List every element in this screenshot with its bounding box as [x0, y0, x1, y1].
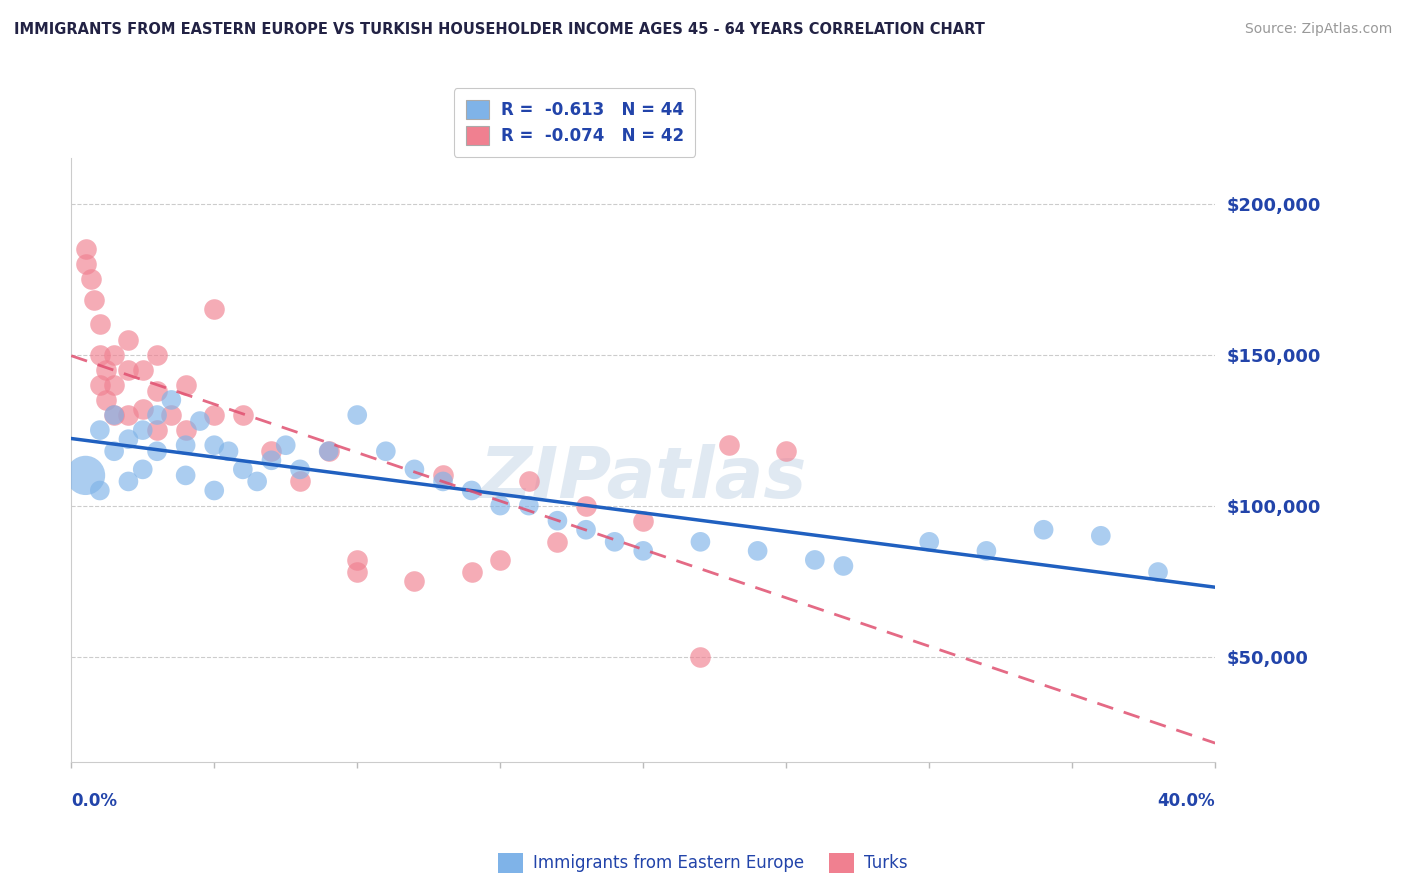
- Point: [232, 408, 254, 422]
- Point: [346, 553, 368, 567]
- Point: [804, 553, 827, 567]
- Point: [83, 293, 105, 308]
- Point: [346, 565, 368, 579]
- Point: [94, 392, 117, 407]
- Point: [117, 432, 139, 446]
- Point: [432, 475, 454, 489]
- Point: [103, 377, 125, 392]
- Text: Source: ZipAtlas.com: Source: ZipAtlas.com: [1244, 22, 1392, 37]
- Point: [160, 392, 183, 407]
- Point: [404, 574, 426, 588]
- Point: [460, 565, 482, 579]
- Point: [274, 438, 297, 452]
- Point: [202, 483, 225, 498]
- Point: [517, 499, 540, 513]
- Point: [918, 534, 941, 549]
- Point: [976, 544, 998, 558]
- Point: [103, 444, 125, 458]
- Point: [132, 362, 155, 376]
- Point: [89, 483, 111, 498]
- Point: [202, 408, 225, 422]
- Point: [1032, 523, 1054, 537]
- Point: [117, 408, 139, 422]
- Point: [89, 423, 111, 437]
- Point: [132, 462, 155, 476]
- Point: [288, 475, 311, 489]
- Point: [146, 444, 169, 458]
- Point: [132, 423, 155, 437]
- Point: [103, 408, 125, 422]
- Point: [775, 444, 797, 458]
- Point: [174, 468, 197, 483]
- Point: [260, 444, 283, 458]
- Point: [94, 362, 117, 376]
- Point: [146, 348, 169, 362]
- Text: 40.0%: 40.0%: [1157, 792, 1215, 811]
- Point: [146, 384, 169, 398]
- Point: [603, 534, 626, 549]
- Point: [832, 559, 855, 574]
- Point: [174, 438, 197, 452]
- Point: [89, 348, 111, 362]
- Point: [374, 444, 396, 458]
- Text: ZIPatlas: ZIPatlas: [479, 444, 807, 513]
- Text: IMMIGRANTS FROM EASTERN EUROPE VS TURKISH HOUSEHOLDER INCOME AGES 45 - 64 YEARS : IMMIGRANTS FROM EASTERN EUROPE VS TURKIS…: [14, 22, 986, 37]
- Point: [218, 444, 240, 458]
- Point: [404, 462, 426, 476]
- Point: [1147, 565, 1170, 579]
- Point: [80, 272, 103, 286]
- Point: [160, 408, 183, 422]
- Point: [146, 423, 169, 437]
- Point: [288, 462, 311, 476]
- Point: [117, 362, 139, 376]
- Point: [432, 468, 454, 483]
- Point: [575, 499, 598, 513]
- Text: 0.0%: 0.0%: [72, 792, 117, 811]
- Point: [575, 523, 598, 537]
- Point: [89, 377, 111, 392]
- Point: [631, 544, 654, 558]
- Point: [489, 553, 512, 567]
- Point: [517, 475, 540, 489]
- Point: [318, 444, 340, 458]
- Point: [75, 468, 97, 483]
- Point: [718, 438, 741, 452]
- Point: [747, 544, 769, 558]
- Point: [103, 348, 125, 362]
- Point: [202, 302, 225, 317]
- Point: [232, 462, 254, 476]
- Point: [174, 423, 197, 437]
- Point: [75, 242, 97, 256]
- Point: [132, 402, 155, 417]
- Point: [246, 475, 269, 489]
- Point: [146, 408, 169, 422]
- Point: [103, 408, 125, 422]
- Point: [318, 444, 340, 458]
- Point: [202, 438, 225, 452]
- Point: [346, 408, 368, 422]
- Point: [460, 483, 482, 498]
- Point: [1090, 529, 1112, 543]
- Point: [117, 333, 139, 347]
- Legend: Immigrants from Eastern Europe, Turks: Immigrants from Eastern Europe, Turks: [492, 847, 914, 880]
- Point: [689, 534, 711, 549]
- Point: [117, 475, 139, 489]
- Point: [174, 377, 197, 392]
- Point: [260, 453, 283, 467]
- Point: [546, 514, 568, 528]
- Point: [89, 318, 111, 332]
- Point: [75, 257, 97, 271]
- Point: [689, 649, 711, 664]
- Point: [546, 534, 568, 549]
- Point: [489, 499, 512, 513]
- Point: [631, 514, 654, 528]
- Legend: R =  -0.613   N = 44, R =  -0.074   N = 42: R = -0.613 N = 44, R = -0.074 N = 42: [454, 88, 696, 157]
- Point: [188, 414, 211, 428]
